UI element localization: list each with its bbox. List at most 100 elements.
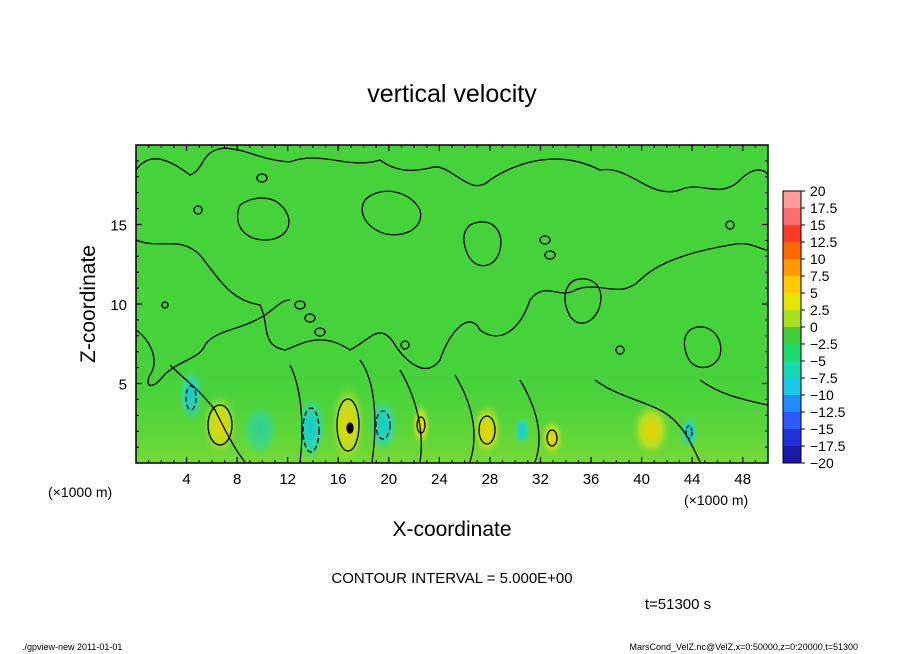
colorbar: 2017.51512.5107.552.50−2.5−5−7.5−10−12.5… [782, 183, 846, 471]
colorbar-label: −5 [810, 353, 826, 369]
colorbar-swatch [783, 395, 801, 413]
contour-ring [193, 205, 203, 215]
colorbar-swatch [783, 242, 801, 260]
x-tick-label: 4 [182, 471, 190, 488]
footer-left: ./gpview-new 2011-01-01 [22, 642, 122, 652]
contour-ring [685, 425, 693, 439]
colorbar-label: −10 [810, 387, 834, 403]
colorbar-swatch [783, 412, 801, 430]
colorbar-swatch [783, 344, 801, 362]
time-label: t=51300 s [645, 596, 711, 613]
colorbar-swatch [783, 293, 801, 311]
colorbar-label: −12.5 [810, 404, 846, 420]
x-tick-label: 8 [233, 471, 241, 488]
updraft-core [411, 403, 431, 447]
contour-ring [416, 416, 426, 434]
contour-ring [294, 300, 306, 310]
updraft-core [540, 418, 564, 458]
downdraft-core [680, 416, 698, 448]
colorbar-swatch [783, 310, 801, 328]
downdraft-core [242, 404, 278, 456]
x-tick-label: 24 [431, 471, 448, 488]
y-axis-label: Z-coordinate [77, 245, 100, 363]
x-unit-left: (×1000 m) [48, 484, 112, 500]
colorbar-label: −15 [810, 421, 834, 437]
contour-line [361, 190, 422, 236]
contour-ring [546, 429, 558, 447]
downdraft-core [297, 396, 325, 460]
contour-line [699, 379, 769, 406]
colorbar-swatch [783, 378, 801, 396]
contour-interval-text: CONTOUR INTERVAL = 5.000E+00 [331, 570, 572, 587]
contour-line [463, 221, 502, 267]
contour-ring [336, 398, 360, 452]
contour-ring [304, 313, 316, 323]
colorbar-swatch [783, 259, 801, 277]
contour-ring [400, 340, 410, 350]
contour-line [135, 299, 291, 387]
colorbar-label: 2.5 [810, 302, 830, 318]
x-axis: 4 8 12 16 20 24 28 32 36 40 44 48 [148, 145, 756, 488]
x-axis-label: X-coordinate [392, 518, 511, 541]
contour-ring [314, 327, 326, 337]
contour-ring [544, 250, 556, 260]
contour-line [289, 364, 303, 463]
colorbar-label: 7.5 [810, 268, 830, 284]
x-tick-label: 44 [684, 471, 701, 488]
contour-line [399, 369, 422, 463]
contour-line [454, 374, 475, 463]
colorbar-label: 10 [810, 251, 826, 267]
contour-line [135, 147, 769, 193]
colorbar-label: 12.5 [810, 234, 837, 250]
contour-line [169, 364, 246, 463]
x-tick-label: 28 [482, 471, 499, 488]
contour-ring [478, 415, 496, 445]
colorbar-label: 17.5 [810, 200, 837, 216]
colorbar-swatch [783, 327, 801, 345]
x-tick-label: 40 [633, 471, 650, 488]
colorbar-label: −7.5 [810, 370, 838, 386]
contour-line [237, 197, 290, 241]
contour-line [594, 379, 701, 463]
contour-ring [539, 235, 551, 245]
colorbar-label: −17.5 [810, 438, 846, 454]
contour-lines [135, 147, 769, 463]
x-tick-label: 36 [583, 471, 600, 488]
chart-title: vertical velocity [367, 80, 537, 108]
x-tick-label: 32 [532, 471, 549, 488]
contour-ring [256, 173, 268, 183]
contour-line [359, 359, 376, 463]
contour-ring [185, 385, 197, 411]
colorbar-swatch [783, 208, 801, 226]
downdraft-core [179, 369, 203, 421]
y-axis: 5 10 15 [110, 160, 768, 448]
contour-ring [161, 301, 169, 309]
colorbar-label: 15 [810, 217, 826, 233]
downdraft-core [514, 416, 530, 444]
contour-ring [346, 422, 354, 434]
contour-line [564, 278, 602, 324]
colorbar-swatch [783, 191, 801, 209]
y-tick-label: 10 [110, 297, 127, 314]
y-tick-label: 5 [119, 377, 127, 394]
colorbar-swatch [783, 361, 801, 379]
colorbar-label: 20 [810, 183, 826, 199]
updraft-core [202, 393, 238, 457]
contour-ring [302, 407, 320, 453]
colorbar-swatch [783, 446, 801, 464]
contour-ring [615, 345, 625, 355]
footer-right: MarsCond_VelZ.nc@VelZ,x=0:50000,z=0:2000… [629, 642, 858, 652]
colorbar-label: 5 [810, 285, 818, 301]
colorbar-swatch [783, 429, 801, 447]
updraft-core [471, 402, 503, 458]
colorbar-label: −2.5 [810, 336, 838, 352]
colorbar-swatch [783, 225, 801, 243]
contour-ring [207, 404, 233, 446]
colorbar-swatch [783, 276, 801, 294]
x-tick-label: 20 [380, 471, 397, 488]
colorbar-label: 0 [810, 319, 818, 335]
x-tick-label: 16 [330, 471, 347, 488]
colorbar-label: −20 [810, 455, 834, 471]
downdraft-core [369, 399, 397, 451]
